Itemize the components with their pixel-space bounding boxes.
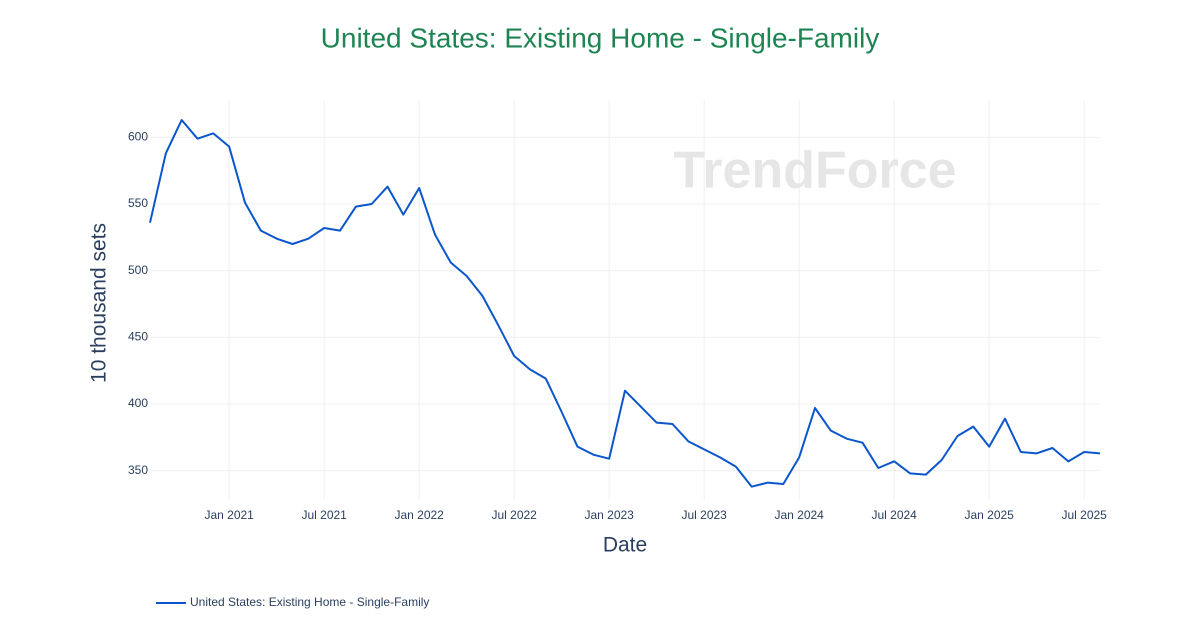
x-tick-label: Jan 2021 [204, 508, 254, 522]
x-tick-label: Jan 2022 [394, 508, 444, 522]
x-axis-title: Date [603, 534, 647, 557]
x-tick-label: Jul 2024 [871, 508, 917, 522]
x-tick-label: Jul 2022 [491, 508, 537, 522]
y-tick-label: 450 [128, 330, 148, 344]
y-tick-label: 550 [128, 196, 148, 210]
legend-label: United States: Existing Home - Single-Fa… [190, 595, 429, 609]
y-tick-label: 600 [128, 130, 148, 144]
grid [150, 100, 1100, 500]
y-tick-label: 400 [128, 396, 148, 410]
x-tick-label: Jul 2021 [301, 508, 347, 522]
y-axis-title: 10 thousand sets [88, 223, 111, 383]
x-tick-label: Jan 2025 [964, 508, 1014, 522]
data-line [149, 119, 1101, 488]
x-tick-label: Jan 2023 [584, 508, 634, 522]
chart-title: United States: Existing Home - Single-Fa… [321, 22, 880, 53]
watermark: TrendForce [673, 142, 956, 200]
y-tick-label: 500 [128, 263, 148, 277]
x-tick-label: Jul 2025 [1061, 508, 1107, 522]
x-tick-label: Jan 2024 [774, 508, 824, 522]
x-tick-label: Jul 2023 [681, 508, 727, 522]
y-tick-label: 350 [128, 463, 148, 477]
